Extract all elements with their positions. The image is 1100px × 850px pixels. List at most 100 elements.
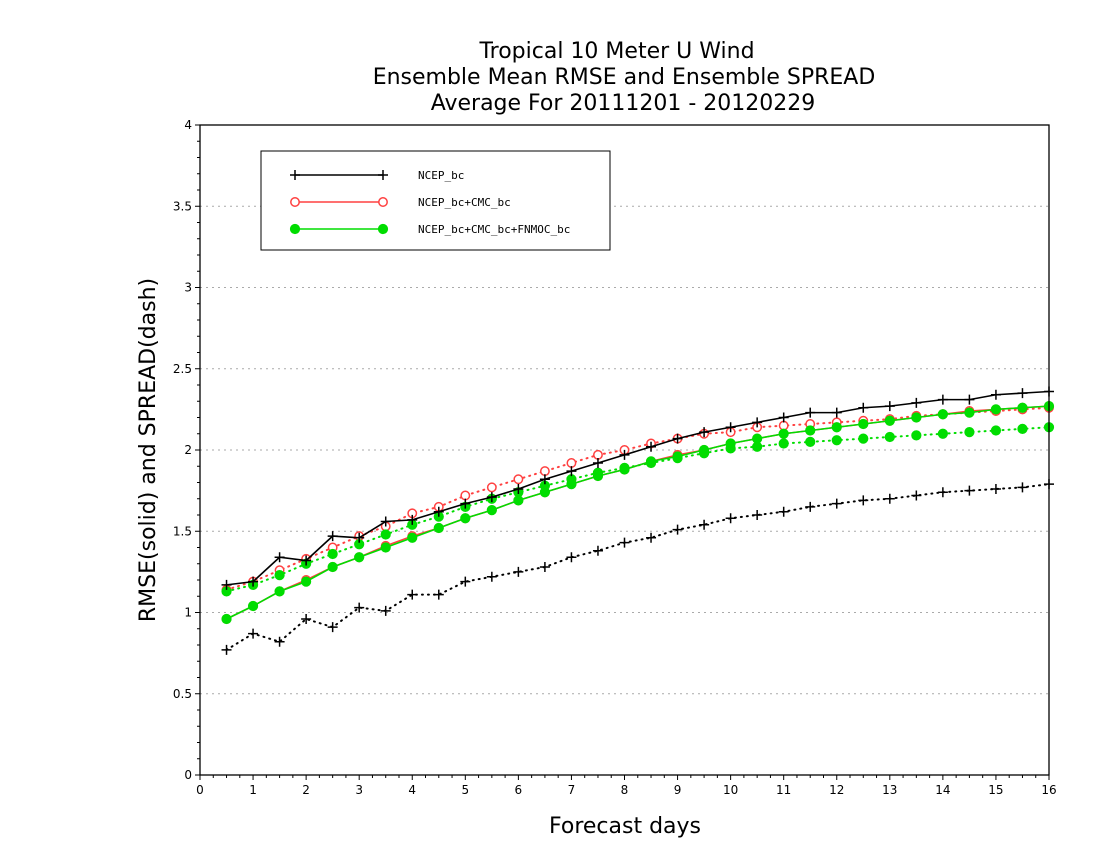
rmse-point-ncep-bc-26: [911, 397, 922, 408]
x-tick-label-2: 2: [302, 783, 310, 797]
spread-point-ncep-bc-3: [301, 614, 312, 624]
rmse-point-ncep-bc-cmc-bc-fnmoc-bc-14: [592, 470, 604, 482]
series-spread-ncep-bc-cmc-bc-fnmoc-bc: [221, 422, 1055, 597]
spread-point-ncep-bc-cmc-bc-fnmoc-bc-29: [990, 425, 1002, 436]
spread-point-ncep-bc-cmc-bc-fnmoc-bc-27: [937, 428, 948, 439]
rmse-line-ncep-bc-cmc-bc: [226, 405, 1050, 620]
spread-point-ncep-bc-29: [990, 484, 1001, 494]
rmse-point-ncep-bc-cmc-bc-fnmoc-bc-23: [831, 422, 842, 433]
rmse-line-ncep-bc-cmc-bc-fnmoc-bc: [226, 405, 1050, 620]
spread-point-ncep-bc-cmc-bc-fnmoc-bc-30: [1017, 423, 1028, 434]
legend-marker-right-ncep-bc-cmc-bc-fnmoc-bc: [377, 223, 389, 235]
rmse-point-ncep-bc-cmc-bc-fnmoc-bc-15: [619, 464, 630, 475]
y-tick-label-8: 4: [184, 118, 192, 132]
rmse-point-ncep-bc-28: [964, 394, 975, 405]
x-tick-label-10: 10: [723, 783, 738, 797]
rmse-point-ncep-bc-17: [672, 433, 683, 444]
y-tick-label-1: 0.5: [173, 687, 192, 701]
rmse-point-ncep-bc-29: [990, 389, 1001, 400]
x-tick-label-16: 16: [1041, 783, 1056, 797]
spread-point-ncep-bc-cmc-bc-fnmoc-bc-4: [327, 548, 338, 560]
spread-point-ncep-bc-23: [831, 498, 842, 509]
rmse-point-ncep-bc-1: [248, 576, 259, 587]
spread-point-ncep-bc-6: [380, 605, 391, 616]
spread-point-ncep-bc-cmc-bc-12: [539, 466, 550, 477]
rmse-point-ncep-bc-12: [539, 474, 550, 485]
spread-point-ncep-bc-28: [964, 485, 975, 496]
rmse-point-ncep-bc-2: [274, 552, 285, 563]
spread-point-ncep-bc-cmc-bc-fnmoc-bc-21: [778, 438, 789, 449]
rmse-point-ncep-bc-18: [699, 427, 710, 438]
legend-marker-left-ncep-bc-cmc-bc: [290, 197, 300, 207]
spread-point-ncep-bc-19: [725, 513, 736, 524]
spread-point-ncep-bc-cmc-bc-10: [486, 482, 497, 493]
spread-point-ncep-bc-18: [699, 519, 710, 530]
x-tick-label-14: 14: [935, 783, 950, 797]
y-tick-label-6: 3: [184, 281, 192, 295]
rmse-point-ncep-bc-cmc-bc-fnmoc-bc-19: [725, 438, 736, 449]
x-tick-label-8: 8: [621, 783, 629, 797]
rmse-point-ncep-bc-cmc-bc-fnmoc-bc-24: [858, 418, 869, 430]
legend-label-ncep-bc-cmc-bc-fnmoc-bc: NCEP_bc+CMC_bc+FNMOC_bc: [418, 223, 570, 236]
rmse-point-ncep-bc-5: [354, 532, 365, 543]
rmse-point-ncep-bc-cmc-bc-fnmoc-bc-4: [327, 561, 338, 573]
rmse-point-ncep-bc-cmc-bc-fnmoc-bc-13: [566, 479, 577, 490]
spread-point-ncep-bc-25: [884, 493, 895, 504]
rmse-point-ncep-bc-30: [1017, 388, 1028, 399]
spread-point-ncep-bc-cmc-bc-fnmoc-bc-22: [805, 436, 816, 447]
rmse-point-ncep-bc-cmc-bc-fnmoc-bc-30: [1017, 402, 1028, 413]
rmse-point-ncep-bc-19: [725, 422, 736, 433]
rmse-point-ncep-bc-15: [619, 449, 630, 460]
rmse-point-ncep-bc-cmc-bc-fnmoc-bc-7: [407, 532, 418, 543]
legend-label-ncep-bc: NCEP_bc: [418, 169, 464, 182]
rmse-point-ncep-bc-23: [831, 407, 842, 418]
spread-point-ncep-bc-cmc-bc-fnmoc-bc-23: [831, 435, 842, 446]
series-spread-ncep-bc: [221, 479, 1054, 655]
series-spread-ncep-bc-cmc-bc: [221, 402, 1054, 595]
rmse-point-ncep-bc-cmc-bc-fnmoc-bc-21: [778, 428, 789, 439]
spread-point-ncep-bc-30: [1017, 482, 1028, 493]
y-axis-title: RMSE(solid) and SPREAD(dash): [136, 278, 161, 622]
y-tick-label-2: 1: [184, 606, 192, 620]
rmse-point-ncep-bc-24: [858, 402, 869, 413]
y-tick-label-0: 0: [184, 768, 192, 782]
spread-point-ncep-bc-7: [407, 589, 418, 600]
spread-point-ncep-bc-cmc-bc-11: [513, 474, 524, 485]
y-tick-label-3: 1.5: [173, 524, 192, 538]
legend-item-ncep-bc: NCEP_bc: [290, 169, 464, 182]
legend-item-ncep-bc-cmc-bc-fnmoc-bc: NCEP_bc+CMC_bc+FNMOC_bc: [289, 223, 570, 236]
spread-point-ncep-bc-cmc-bc-fnmoc-bc-28: [964, 427, 975, 438]
spread-point-ncep-bc-14: [592, 545, 603, 556]
rmse-point-ncep-bc-27: [937, 394, 948, 405]
rmse-point-ncep-bc-cmc-bc-fnmoc-bc-5: [354, 552, 365, 563]
rmse-point-ncep-bc-6: [380, 516, 391, 527]
x-tick-label-4: 4: [408, 783, 416, 797]
rmse-point-ncep-bc-cmc-bc-fnmoc-bc-3: [301, 576, 312, 587]
spread-point-ncep-bc-cmc-bc-fnmoc-bc-2: [274, 570, 285, 581]
rmse-point-ncep-bc-0: [221, 579, 232, 590]
spread-point-ncep-bc-4: [327, 622, 338, 633]
spread-point-ncep-bc-21: [778, 506, 789, 517]
rmse-point-ncep-bc-cmc-bc-fnmoc-bc-6: [380, 542, 391, 553]
spread-point-ncep-bc-16: [646, 532, 657, 543]
x-tick-label-7: 7: [568, 783, 576, 797]
legend-marker-left-ncep-bc: [290, 170, 300, 180]
rmse-point-ncep-bc-cmc-bc-fnmoc-bc-9: [460, 513, 471, 524]
rmse-point-ncep-bc-cmc-bc-fnmoc-bc-26: [911, 412, 922, 423]
rmse-point-ncep-bc-cmc-bc-fnmoc-bc-16: [645, 456, 657, 467]
x-tick-label-9: 9: [674, 783, 682, 797]
x-tick-label-3: 3: [355, 783, 363, 797]
rmse-point-ncep-bc-cmc-bc-fnmoc-bc-27: [937, 409, 948, 420]
chart-title-line-3: Average For 20111201 - 20120229: [431, 91, 816, 116]
rmse-point-ncep-bc-20: [752, 417, 763, 428]
legend-box: [260, 150, 611, 251]
series-rmse-ncep-bc-cmc-bc-fnmoc-bc: [221, 401, 1055, 625]
x-tick-label-6: 6: [515, 783, 523, 797]
rmse-point-ncep-bc-7: [407, 514, 418, 525]
legend-label-ncep-bc-cmc-bc: NCEP_bc+CMC_bc: [418, 196, 511, 209]
rmse-point-ncep-bc-25: [884, 401, 895, 412]
spread-point-ncep-bc-cmc-bc-fnmoc-bc-24: [858, 433, 869, 444]
series-rmse-ncep-bc-cmc-bc: [221, 401, 1054, 624]
x-tick-label-1: 1: [249, 783, 257, 797]
rmse-point-ncep-bc-cmc-bc-fnmoc-bc-22: [805, 425, 816, 436]
